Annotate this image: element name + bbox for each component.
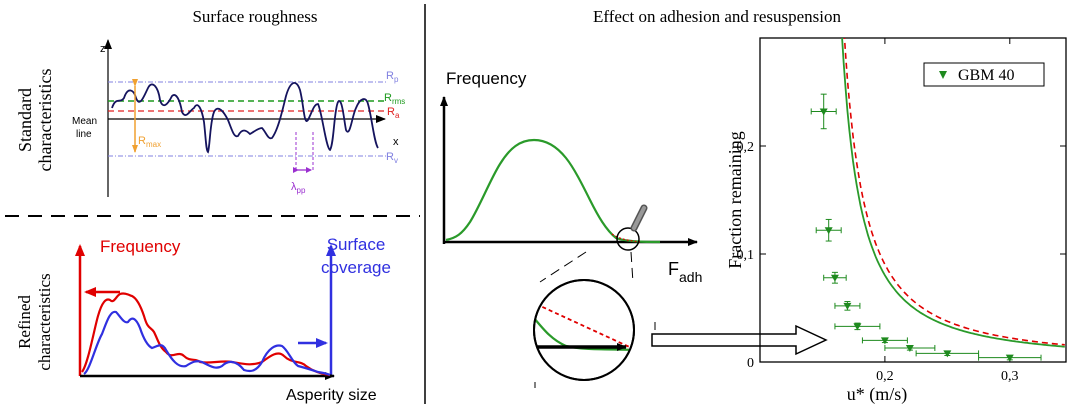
standard-label-line1: Standard xyxy=(15,88,35,152)
data-point-8 xyxy=(978,354,1042,362)
data-point-3 xyxy=(834,301,861,311)
marker-2 xyxy=(830,274,839,282)
ra-label: Ra xyxy=(387,106,400,120)
magnified-view xyxy=(534,303,634,352)
marker-5 xyxy=(880,337,889,345)
marker-4 xyxy=(853,323,862,331)
data-point-0 xyxy=(810,93,837,130)
model-curve-solid xyxy=(841,38,1065,348)
rv-label: Rv xyxy=(386,151,398,165)
marker-0 xyxy=(819,108,828,116)
marker-3 xyxy=(843,302,852,310)
zoom-line-left xyxy=(539,251,587,283)
adhesion-distribution-curve xyxy=(445,138,661,244)
standard-label-line2: characteristics xyxy=(35,69,55,172)
refined-frequency-label: Frequency xyxy=(100,237,181,256)
x-tick-label-1: 0,3 xyxy=(1001,369,1019,384)
hollow-arrow xyxy=(651,324,828,356)
rrms-label: Rrms xyxy=(384,92,405,106)
roughness-title: Surface roughness xyxy=(192,7,317,26)
mean-line-label-2: line xyxy=(76,129,92,140)
marker-1 xyxy=(824,227,833,235)
marker-8 xyxy=(1005,354,1014,362)
coverage-label-2: coverage xyxy=(321,258,391,277)
magnified-red-dashed xyxy=(535,303,634,351)
refined-x-label: Asperity size xyxy=(286,387,377,404)
rp-label: Rp xyxy=(386,70,399,84)
data-point-6 xyxy=(884,344,936,352)
roughness-x-label: x xyxy=(393,136,399,148)
adhesion-frequency-label: Frequency xyxy=(446,69,527,88)
zoom-line-right xyxy=(630,251,634,284)
data-point-7 xyxy=(915,350,980,358)
y-tick-label-0: 0 xyxy=(747,356,754,371)
y-tick-label-2: 0,2 xyxy=(737,140,755,155)
data-point-5 xyxy=(861,337,908,345)
chart-ylabel: Fraction remaining xyxy=(725,131,745,268)
refined-label-line1: Refined xyxy=(15,295,34,349)
magnifier-handle-edge xyxy=(632,206,646,230)
refined-coverage-curve xyxy=(83,310,331,377)
y-tick-label-1: 0,1 xyxy=(737,248,755,263)
mean-line-label-1: Mean xyxy=(72,116,97,127)
lambda-label: λpp xyxy=(291,181,306,195)
refined-frequency-curve xyxy=(81,292,331,377)
fadh-label: Fadh xyxy=(668,259,702,285)
chart-xlabel: u* (m/s) xyxy=(847,384,908,405)
chart-legend-box xyxy=(923,62,1045,87)
adhesion-tail-dashed xyxy=(611,233,641,243)
magnifier-small-circle xyxy=(616,227,640,251)
x-tick-label-0: 0,2 xyxy=(876,369,894,384)
marker-6 xyxy=(905,344,914,352)
legend-label: GBM 40 xyxy=(958,67,1014,84)
model-curve-dashed xyxy=(843,38,1065,346)
data-point-1 xyxy=(815,218,842,242)
legend-marker xyxy=(939,71,947,79)
roughness-profile xyxy=(111,82,379,154)
data-point-2 xyxy=(823,271,847,284)
marker-7 xyxy=(943,350,952,358)
roughness-z-label: z xyxy=(100,43,106,55)
coverage-label-1: Surface xyxy=(327,235,386,254)
data-point-4 xyxy=(834,322,881,331)
adhesion-title: Effect on adhesion and resuspension xyxy=(593,7,842,26)
rmax-label: Rmax xyxy=(138,135,161,149)
refined-label-line2: characteristics xyxy=(35,273,54,370)
resuspension-chart: 0,2 0,3 0 0,1 0,2 Fraction remaining u* (m/s… xyxy=(725,37,1067,405)
chart-frame xyxy=(759,37,1067,363)
